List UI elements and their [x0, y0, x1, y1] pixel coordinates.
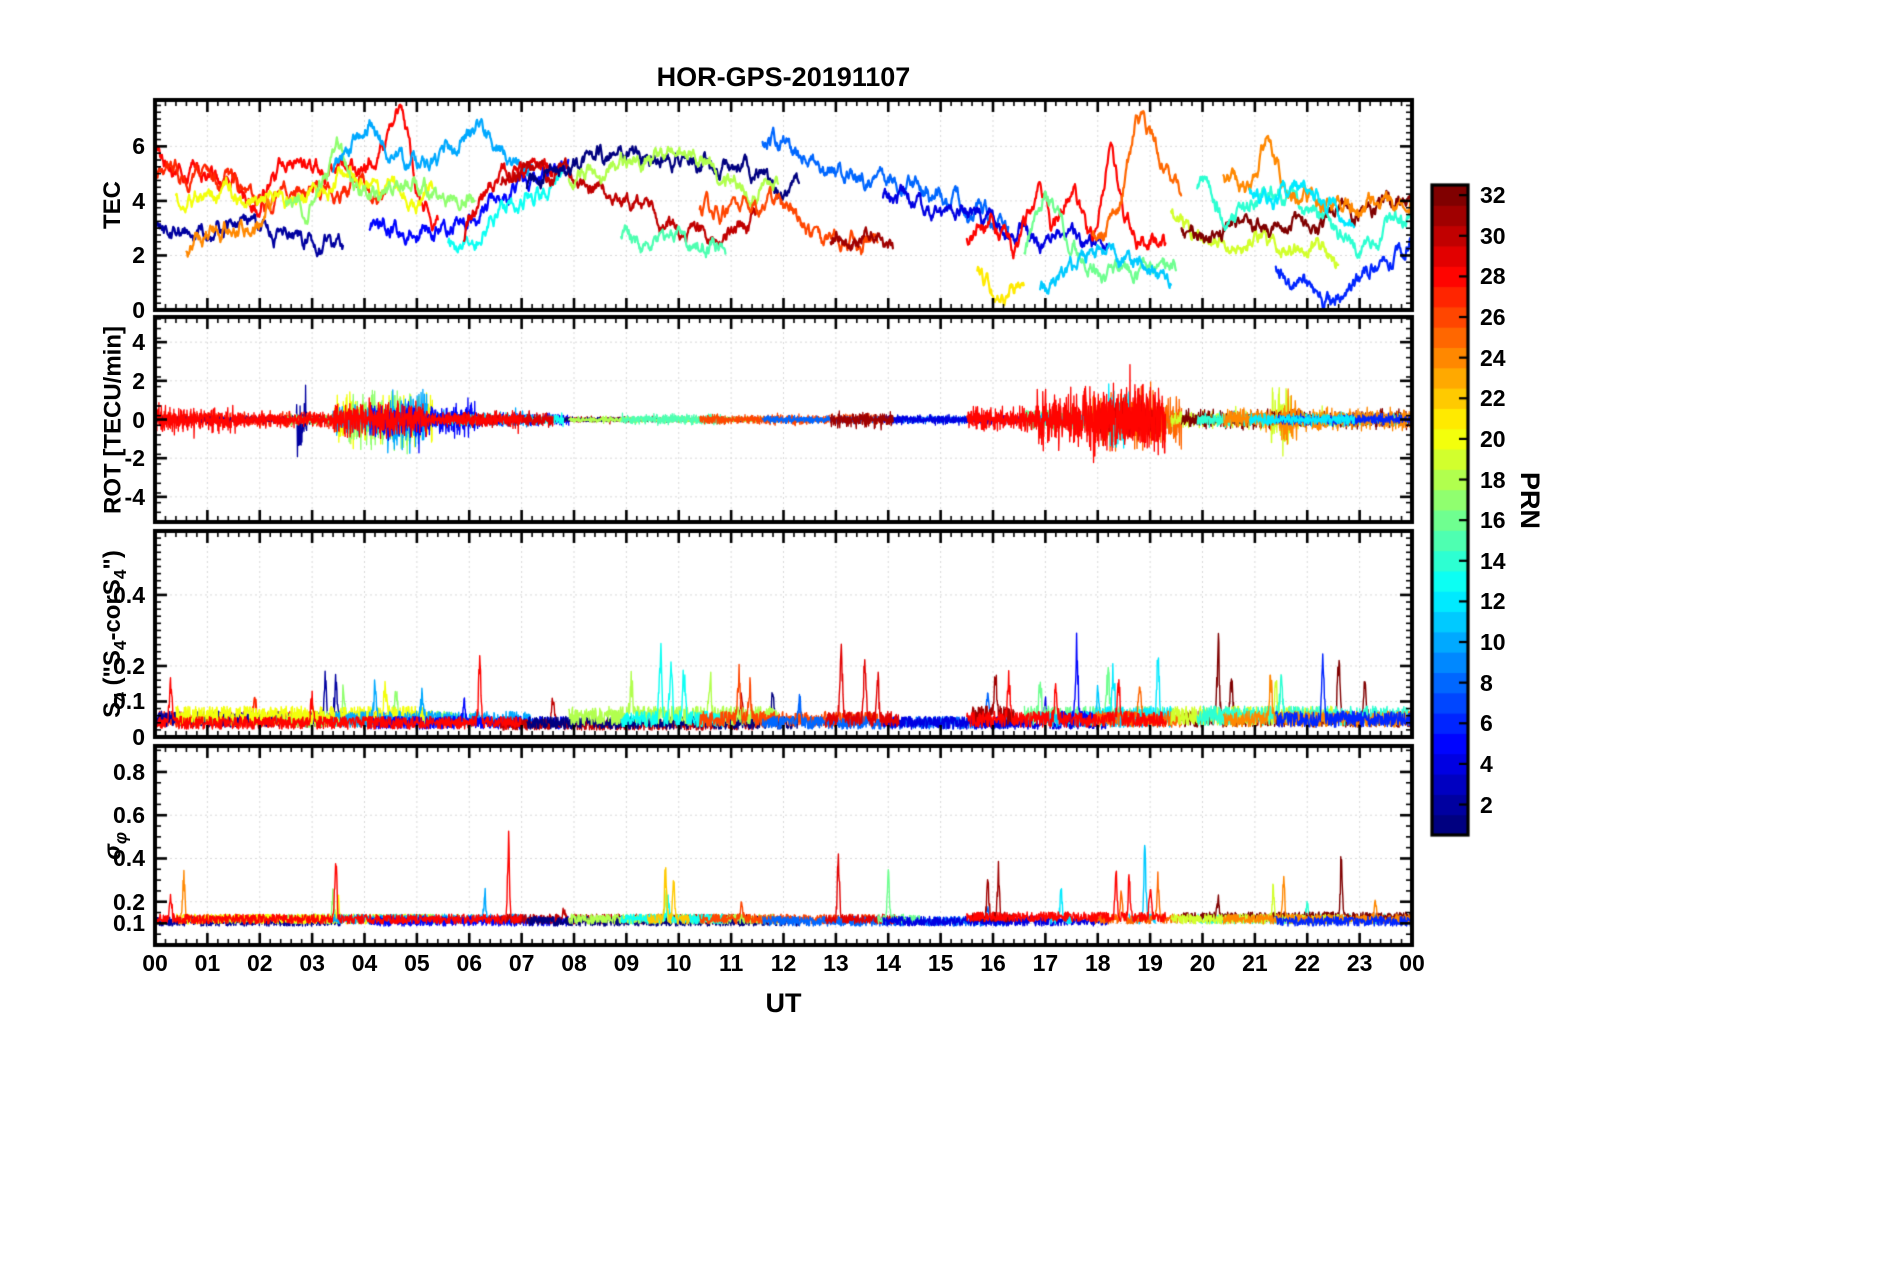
x-tick-label: 03: [299, 950, 325, 976]
y-tick-label: 0: [132, 724, 145, 750]
colorbar-tick-label: 24: [1480, 344, 1506, 371]
tec-panel: [149, 94, 1418, 316]
colorbar-tick-label: 2: [1480, 791, 1493, 818]
x-tick-label: 02: [246, 950, 273, 976]
sigma-phi-panel: [149, 740, 1418, 951]
x-tick-label: 04: [351, 950, 378, 976]
y-tick-label: 0.8: [113, 758, 145, 785]
colorbar-tick-label: 12: [1480, 588, 1506, 615]
y-tick-label: 0.4: [113, 845, 145, 872]
x-tick-label: 00: [142, 950, 168, 976]
x-tick-label: 01: [194, 950, 221, 976]
colorbar-tick-label: 22: [1480, 385, 1506, 412]
x-tick-label: 20: [1189, 950, 1216, 976]
y-tick-label: 2: [132, 242, 145, 269]
y-tick-label: 0: [132, 406, 145, 433]
x-tick-label: 18: [1084, 950, 1111, 976]
colorbar-tick-label: 8: [1480, 669, 1493, 696]
colorbar-tick-label: 10: [1480, 629, 1506, 656]
x-tick-label: 11: [718, 950, 744, 976]
colorbar-tick-label: 28: [1480, 263, 1506, 290]
y-tick-label: -2: [124, 445, 145, 472]
x-tick-label: 22: [1294, 950, 1321, 976]
axis-label-text: "): [99, 550, 126, 570]
y-tick-label: 0.6: [113, 802, 145, 829]
axis-label-text: 4: [109, 569, 130, 580]
colorbar-label: PRN: [1515, 472, 1545, 530]
x-tick-label: 21: [1242, 950, 1268, 976]
y-tick-label: 0.2: [113, 652, 145, 679]
y-tick-label: -4: [124, 483, 145, 510]
colorbar-tick-label: 32: [1480, 182, 1506, 209]
x-tick-label: 17: [1032, 950, 1059, 976]
chart-title: HOR-GPS-20191107: [656, 62, 911, 92]
y-tick-label: 2: [132, 367, 145, 394]
x-tick-label: 19: [1137, 950, 1163, 976]
y-tick-label: 0.2: [113, 888, 145, 915]
colorbar-tick-label: 30: [1480, 222, 1506, 249]
x-tick-label: 00: [1399, 950, 1425, 976]
colorbar: [1424, 177, 1484, 843]
colorbar-tick-label: 18: [1480, 466, 1506, 493]
x-axis-label: UT: [765, 988, 802, 1018]
axis-label-text: 4: [109, 640, 130, 651]
colorbar-tick-label: 14: [1480, 547, 1506, 574]
x-tick-label: 07: [508, 950, 535, 976]
colorbar-tick-label: 4: [1480, 750, 1493, 777]
x-tick-label: 06: [456, 950, 483, 976]
colorbar-tick-label: 20: [1480, 425, 1506, 452]
x-tick-label: 08: [561, 950, 587, 976]
y-tick-label: 6: [132, 133, 145, 160]
y-tick-label: 0.1: [113, 688, 145, 715]
y-tick-label: 4: [132, 187, 145, 214]
colorbar-tick-label: 6: [1480, 710, 1493, 737]
x-tick-label: 12: [770, 950, 797, 976]
axis-label-text: φ: [109, 831, 130, 844]
x-tick-label: 09: [613, 950, 640, 976]
x-tick-label: 23: [1346, 950, 1373, 976]
x-tick-label: 14: [875, 950, 902, 976]
x-tick-label: 13: [823, 950, 849, 976]
y-tick-label: 4: [132, 329, 145, 356]
s4-panel: [149, 525, 1418, 743]
x-tick-label: 15: [927, 950, 954, 976]
y-tick-label: 0.4: [113, 581, 145, 608]
x-tick-label: 16: [980, 950, 1006, 976]
rot-panel: [149, 311, 1418, 528]
y-tick-label: 0: [132, 297, 145, 323]
colorbar-tick-label: 26: [1480, 304, 1506, 331]
colorbar-tick-label: 16: [1480, 507, 1506, 534]
x-tick-label: 10: [665, 950, 692, 976]
x-tick-label: 05: [404, 950, 430, 976]
y-tick-label: 0.1: [113, 910, 145, 937]
